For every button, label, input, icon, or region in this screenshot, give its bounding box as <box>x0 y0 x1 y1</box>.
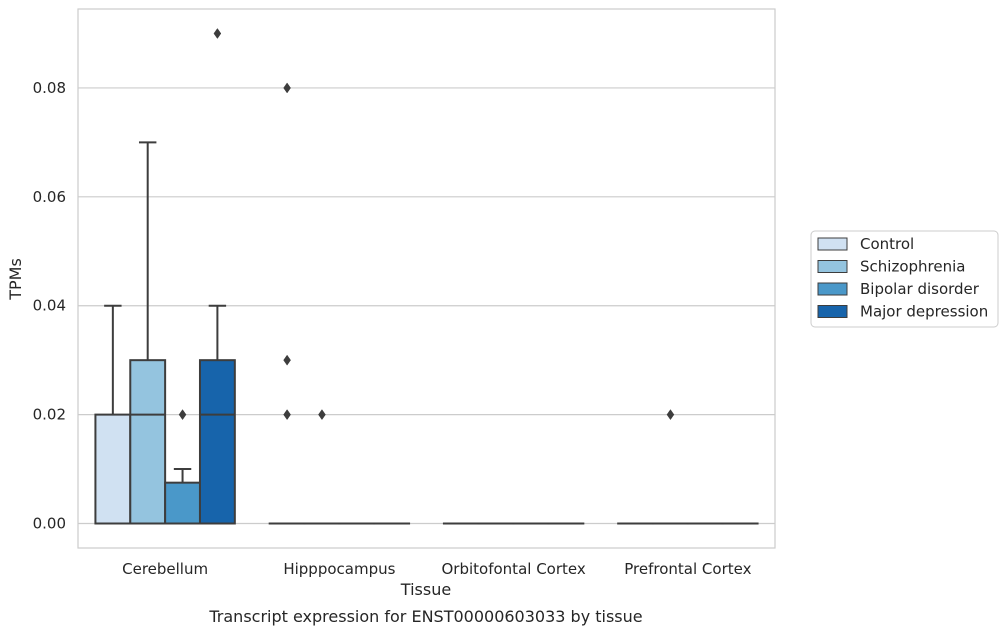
legend: Control Schizophrenia Bipolar disorder Majo… <box>810 230 999 328</box>
legend-swatch <box>817 305 848 318</box>
x-tick-label: Prefrontal Cortex <box>624 560 751 578</box>
box-body <box>198 359 236 525</box>
box-1-0 <box>268 82 306 525</box>
legend-label: Bipolar disorder <box>860 280 980 298</box>
outlier-point <box>283 82 291 94</box>
box-body <box>94 413 132 525</box>
legend-swatch <box>817 282 848 296</box>
box-body <box>129 359 167 525</box>
x-tick-labels: Cerebellum Hipppocampus Orbitofontal Corte… <box>122 560 751 578</box>
y-tick-label: 0.02 <box>33 406 66 424</box>
legend-label: Control <box>860 235 914 253</box>
y-tick-label: 0.08 <box>33 79 66 97</box>
y-tick-labels: 0.00 0.02 0.04 0.06 0.08 <box>33 79 66 533</box>
x-tick-label: Cerebellum <box>122 560 208 578</box>
box-0-0 <box>94 304 132 525</box>
y-axis-title: TPMs <box>6 258 25 301</box>
legend-label: Major depression <box>860 303 988 321</box>
outlier-point <box>666 409 675 421</box>
x-tick-label: Hipppocampus <box>283 560 395 578</box>
outlier-point <box>283 409 291 421</box>
outlier-point <box>318 409 326 421</box>
chart-caption: Transcript expression for ENST0000060303… <box>208 607 642 626</box>
box-body <box>164 481 201 525</box>
box-0-3 <box>198 28 236 525</box>
legend-label: Schizophrenia <box>860 258 965 276</box>
x-tick-label: Orbitofontal Cortex <box>442 560 586 578</box>
y-tick-label: 0.04 <box>33 297 66 315</box>
y-tick-label: 0.00 <box>33 515 66 533</box>
plot-frame <box>77 8 776 549</box>
plot-background <box>78 9 775 548</box>
boxes-layer <box>94 28 759 525</box>
box-0-2 <box>164 409 201 525</box>
legend-frame <box>810 230 999 328</box>
y-tick-label: 0.06 <box>33 188 66 206</box>
outlier-point <box>213 28 222 39</box>
outlier-point <box>178 409 187 421</box>
legend-swatch <box>817 260 848 273</box>
legend-swatch <box>817 237 848 251</box>
outlier-point <box>283 354 291 366</box>
box-0-1 <box>129 141 167 525</box>
x-axis-title: Tissue <box>400 580 451 599</box>
